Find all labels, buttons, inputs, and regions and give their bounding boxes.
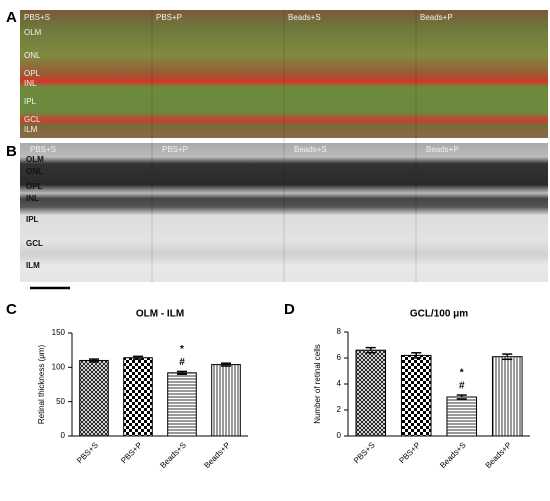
layer-label: ILM — [26, 261, 40, 270]
column-label: PBS+S — [30, 145, 56, 154]
x-tick-label: Beads+P — [484, 441, 513, 470]
layer-label: ONL — [24, 51, 41, 60]
chart-title: GCL/100 μm — [410, 309, 468, 320]
y-tick-label: 8 — [337, 327, 342, 336]
column-label: Beads+P — [420, 13, 453, 22]
bar — [123, 357, 153, 437]
x-tick-label: PBS+S — [75, 441, 100, 466]
layer-label: OLM — [24, 28, 42, 37]
bar — [400, 354, 432, 437]
x-tick-label: Beads+P — [202, 441, 231, 470]
bar — [491, 356, 523, 437]
annotation: * — [180, 344, 184, 355]
bar — [167, 372, 197, 437]
y-tick-label: 0 — [337, 431, 342, 440]
layer-label: IPL — [24, 97, 37, 106]
layer-label: OLM — [26, 155, 44, 164]
fluorescence-image — [20, 10, 548, 138]
x-tick-label: Beads+S — [438, 441, 467, 470]
column-label: Beads+S — [294, 145, 327, 154]
panel-label: C — [6, 301, 17, 318]
column-label: PBS+P — [162, 145, 188, 154]
y-axis-label: Retinal thickness (μm) — [37, 345, 46, 425]
bar — [355, 349, 387, 437]
y-tick-label: 150 — [52, 328, 66, 337]
y-tick-label: 50 — [56, 397, 65, 406]
x-tick-label: PBS+P — [397, 441, 422, 466]
panel-label: B — [6, 143, 17, 160]
layer-label: GCL — [26, 239, 43, 248]
column-label: PBS+P — [156, 13, 182, 22]
y-tick-label: 4 — [337, 379, 342, 388]
layer-label: INL — [24, 79, 37, 88]
layer-label: OPL — [26, 182, 43, 191]
layer-label: INL — [26, 194, 39, 203]
x-tick-label: PBS+S — [352, 441, 377, 466]
histology-image — [20, 143, 548, 282]
annotation: # — [179, 357, 185, 368]
layer-label: OPL — [24, 69, 41, 78]
layer-label: ILM — [24, 125, 38, 134]
annotation: * — [460, 368, 464, 379]
panel-label: A — [6, 9, 17, 26]
layer-label: IPL — [26, 215, 39, 224]
bar — [446, 396, 478, 437]
chart-title: OLM - ILM — [136, 309, 184, 320]
layer-label: ONL — [26, 167, 43, 176]
column-dividers — [151, 10, 417, 282]
bar — [79, 359, 109, 437]
y-tick-label: 2 — [337, 405, 342, 414]
column-label: PBS+S — [24, 13, 50, 22]
bar — [211, 364, 241, 437]
y-tick-label: 6 — [337, 353, 342, 362]
x-tick-label: PBS+P — [119, 441, 144, 466]
layer-label: GCL — [24, 115, 41, 124]
y-axis-label: Number of retinal cells — [313, 344, 322, 424]
annotation: # — [459, 381, 465, 392]
panel-label: D — [284, 301, 295, 318]
column-label: Beads+P — [426, 145, 459, 154]
column-label: Beads+S — [288, 13, 321, 22]
y-tick-label: 0 — [61, 431, 66, 440]
y-tick-label: 100 — [52, 362, 66, 371]
x-tick-label: Beads+S — [158, 441, 187, 470]
